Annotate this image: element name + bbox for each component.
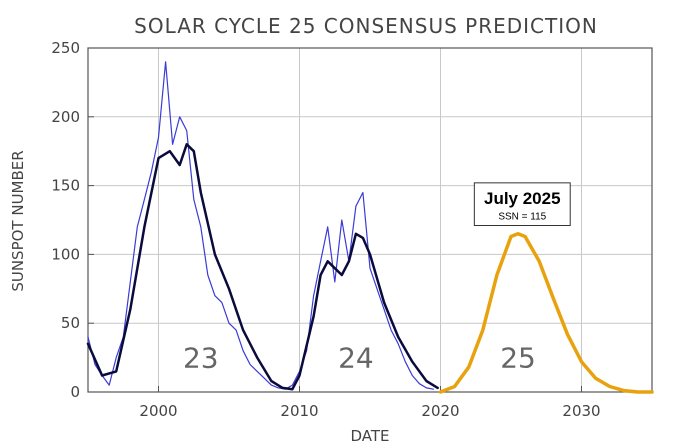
cycle-label: 23: [183, 342, 219, 375]
y-tick-label: 0: [70, 383, 80, 401]
monthly-sunspot-line: [87, 61, 435, 390]
y-tick-label: 50: [61, 314, 80, 332]
prediction-callout: July 2025 SSN = 115: [473, 182, 571, 227]
ticks: 2000 2010 2020 2030 0 50 100 150 200 250: [51, 39, 600, 420]
callout-title: July 2025: [484, 189, 561, 208]
callout-box: [473, 182, 571, 227]
y-tick-label: 200: [51, 108, 80, 126]
y-axis-label: SUNSPOT NUMBER: [9, 150, 27, 291]
x-tick-label: 2030: [562, 402, 600, 420]
x-tick-label: 2020: [421, 402, 459, 420]
x-tick-label: 2010: [280, 402, 318, 420]
cycle-25-prediction-line: [438, 232, 654, 394]
y-tick-label: 100: [51, 245, 80, 263]
y-tick-label: 250: [51, 39, 80, 57]
callout-subtitle: SSN = 115: [498, 212, 546, 223]
cycle-label: 24: [338, 342, 374, 375]
x-axis-label: DATE: [350, 427, 389, 445]
cycle-label: 25: [500, 342, 536, 375]
plot-frame: [87, 47, 653, 393]
data-marks: [86, 61, 654, 394]
y-tick-label: 150: [51, 177, 80, 195]
smoothed-sunspot-line: [86, 143, 439, 391]
cycle-labels: 23 24 25: [183, 342, 536, 375]
chart-title: SOLAR CYCLE 25 CONSENSUS PREDICTION: [134, 14, 598, 38]
x-tick-label: 2000: [139, 402, 177, 420]
